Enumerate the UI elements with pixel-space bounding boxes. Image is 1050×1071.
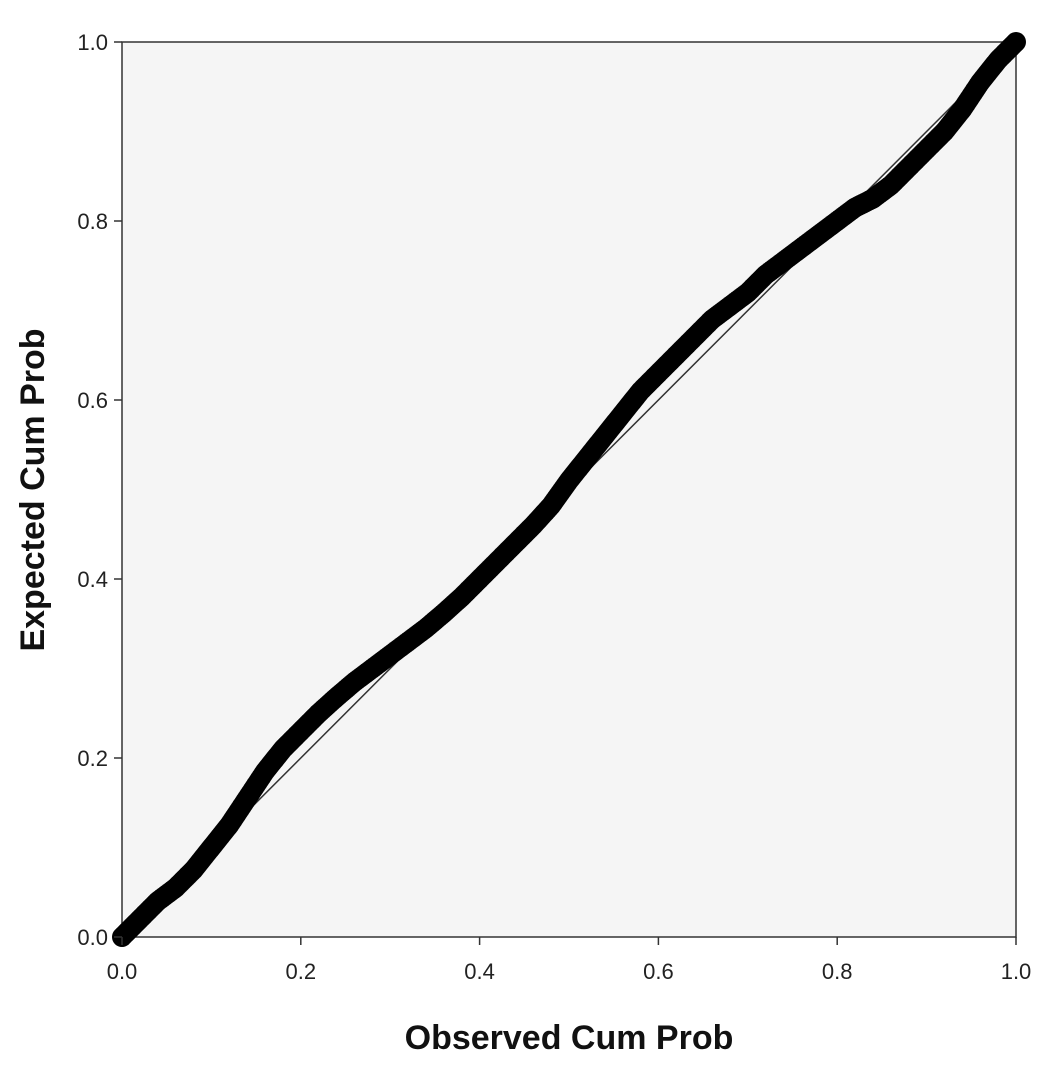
x-tick-label: 1.0 [1001, 959, 1032, 984]
x-tick-label: 0.0 [107, 959, 138, 984]
y-tick-label: 0.4 [77, 567, 108, 592]
y-tick-label: 1.0 [77, 30, 108, 55]
x-tick-label: 0.6 [643, 959, 674, 984]
y-axis-title: Expected Cum Prob [14, 328, 52, 651]
y-tick-label: 0.6 [77, 388, 108, 413]
x-axis-ticks: 0.0 0.2 0.4 0.6 0.8 1.0 [107, 937, 1032, 984]
x-axis-title: Observed Cum Prob [405, 1019, 734, 1057]
y-tick-label: 0.0 [77, 925, 108, 950]
x-tick-label: 0.4 [464, 959, 495, 984]
data-point [1006, 32, 1026, 52]
y-axis-ticks: 0.0 0.2 0.4 0.6 0.8 1.0 [77, 30, 122, 950]
data-points [112, 32, 1026, 947]
x-tick-label: 0.8 [822, 959, 853, 984]
y-tick-label: 0.2 [77, 746, 108, 771]
y-tick-label: 0.8 [77, 209, 108, 234]
x-tick-label: 0.2 [286, 959, 317, 984]
